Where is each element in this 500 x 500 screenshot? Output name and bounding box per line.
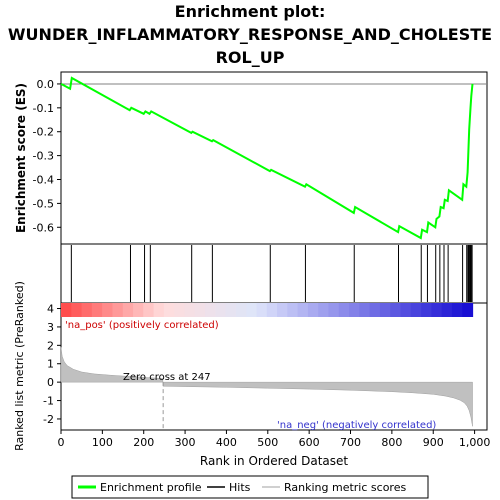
rank-color-cell — [153, 303, 165, 317]
rank-color-cell — [205, 303, 216, 317]
es-y-tick-label: -0.4 — [33, 174, 54, 187]
rank-color-cell — [122, 303, 134, 317]
title-line-2: WUNDER_INFLAMMATORY_RESPONSE_AND_CHOLEST… — [8, 25, 492, 44]
x-tick-label: 900 — [423, 436, 444, 449]
x-tick-label: 600 — [299, 436, 320, 449]
pos-correlated-label: 'na_pos' (positively correlated) — [65, 320, 219, 331]
x-tick-label: 800 — [381, 436, 402, 449]
rank-color-bar — [61, 303, 474, 317]
rank-color-cell — [277, 303, 288, 317]
rank-color-cell — [287, 303, 299, 317]
rank-color-cell — [359, 303, 371, 317]
rank-color-cell — [328, 303, 340, 317]
metric-y-tick-label: 4 — [47, 303, 54, 316]
rank-color-cell — [297, 303, 309, 317]
rank-color-cell — [431, 303, 443, 317]
es-y-tick-label: -0.2 — [33, 126, 54, 139]
metric-y-tick-label: -2 — [43, 413, 54, 426]
rank-color-cell — [184, 303, 196, 317]
rank-color-cell — [379, 303, 391, 317]
zero-cross-label: Zero cross at 247 — [123, 372, 211, 383]
rank-color-cell — [421, 303, 432, 317]
es-y-tick-label: -0.3 — [33, 150, 54, 163]
x-tick-label: 500 — [257, 436, 278, 449]
rank-x-axis: 0 100 200 300 400 500 600 700 800 900 1,000 — [58, 430, 491, 449]
rank-color-cell — [102, 303, 114, 317]
rank-color-cell — [318, 303, 330, 317]
hits-panel-frame — [60, 243, 488, 304]
x-tick-label: 400 — [216, 436, 237, 449]
rank-color-cell — [400, 303, 412, 317]
legend-metric-label: Ranking metric scores — [284, 481, 406, 494]
es-y-axis-label: Enrichment score (ES) — [14, 83, 28, 233]
legend: Enrichment profile Hits Ranking metric s… — [71, 475, 429, 499]
rank-color-cell — [451, 303, 463, 317]
metric-y-tick-label: 3 — [47, 321, 54, 334]
rank-color-cell — [81, 303, 93, 317]
x-tick-label: 300 — [175, 436, 196, 449]
es-y-axis: 0.0 -0.1 -0.2 -0.3 -0.4 -0.5 -0.6 — [33, 78, 61, 234]
es-y-tick-label: 0.0 — [37, 78, 55, 91]
x-axis-label: Rank in Ordered Dataset — [200, 454, 348, 468]
rank-color-cell — [246, 303, 258, 317]
rank-color-cell — [112, 303, 124, 317]
ranking-metric-series — [60, 347, 473, 430]
title-line-3: ROL_UP — [216, 48, 285, 67]
rank-color-cell — [369, 303, 381, 317]
legend-frame — [71, 475, 429, 499]
es-y-tick-label: -0.6 — [33, 221, 54, 234]
rank-color-cell — [174, 303, 186, 317]
rank-color-cell — [390, 303, 402, 317]
enrichment-profile-line — [60, 76, 474, 240]
x-tick-label: 700 — [340, 436, 361, 449]
metric-y-tick-label: -1 — [43, 395, 54, 408]
rank-color-cell — [256, 303, 268, 317]
x-tick-label: 200 — [133, 436, 154, 449]
rank-color-cell — [194, 303, 206, 317]
metric-y-axis: 4 3 2 1 0 -1 -2 — [43, 303, 61, 426]
title-line-1: Enrichment plot: — [175, 2, 326, 21]
rank-color-cell — [307, 303, 319, 317]
rank-color-cell — [225, 303, 237, 317]
metric-area — [60, 347, 473, 427]
metric-y-axis-label: Ranked list metric (PreRanked) — [13, 281, 26, 451]
metric-y-tick-label: 1 — [47, 358, 54, 371]
rank-color-cell — [143, 303, 155, 317]
metric-y-tick-label: 0 — [47, 376, 54, 389]
rank-color-cell — [61, 303, 72, 317]
rank-color-cell — [266, 303, 278, 317]
legend-hits-label: Hits — [229, 481, 251, 494]
rank-color-cell — [349, 303, 360, 317]
rank-color-cell — [462, 303, 474, 317]
rank-color-cell — [338, 303, 350, 317]
rank-color-cell — [215, 303, 227, 317]
rank-color-cell — [133, 303, 144, 317]
x-tick-label: 0 — [58, 436, 65, 449]
metric-y-tick-label: 2 — [47, 339, 54, 352]
x-tick-label: 100 — [92, 436, 113, 449]
legend-enrichment-label: Enrichment profile — [100, 481, 202, 494]
x-tick-label: 1,000 — [459, 436, 491, 449]
rank-color-cell — [71, 303, 83, 317]
neg-correlated-label: 'na_neg' (negatively correlated) — [277, 420, 436, 431]
rank-color-cell — [163, 303, 175, 317]
es-panel-frame — [60, 71, 488, 245]
rank-color-cell — [235, 303, 247, 317]
rank-color-cell — [441, 303, 453, 317]
rank-color-cell — [91, 303, 103, 317]
es-y-tick-label: -0.5 — [33, 197, 54, 210]
hits-marks — [70, 245, 473, 302]
rank-color-cell — [410, 303, 422, 317]
es-y-tick-label: -0.1 — [33, 102, 54, 115]
enrichment-profile-series — [60, 76, 474, 240]
